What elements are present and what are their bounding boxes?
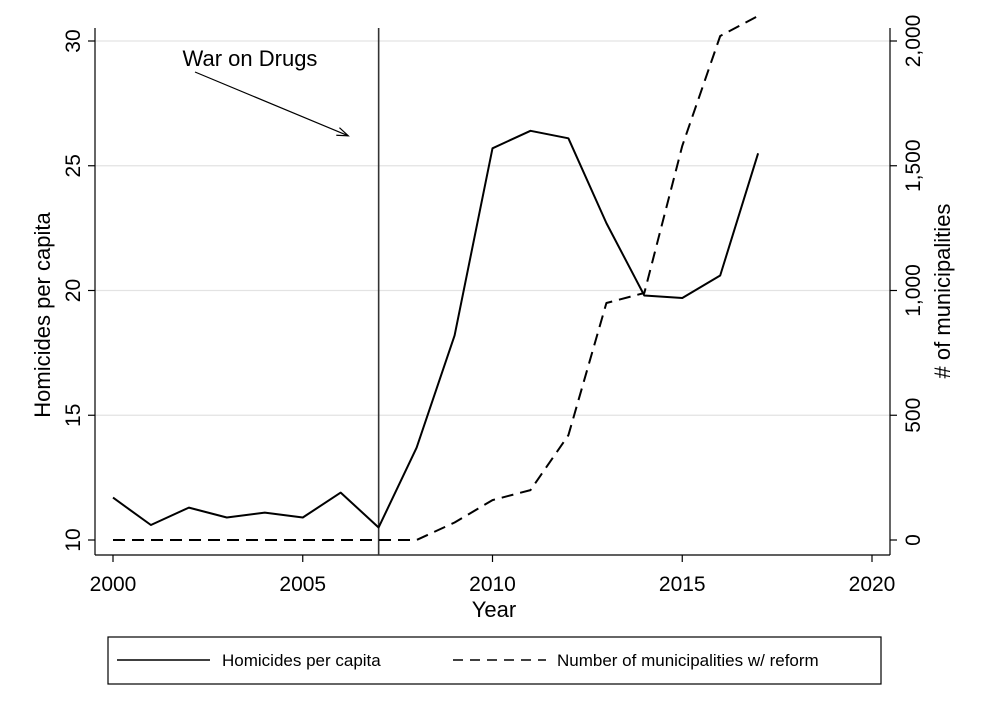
y-tick-label-15: 15 [62, 404, 85, 427]
series-line-homicides [112, 129, 760, 529]
plot-frame [94, 28, 891, 556]
legend-label-homicides: Homicides per capita [222, 651, 381, 670]
annotation-arrow-line [194, 71, 349, 137]
y2-tick-label-500: 500 [902, 398, 925, 433]
y2-tick-label-0: 0 [902, 534, 925, 546]
y2-tick-label-1,000: 1,000 [902, 264, 925, 317]
y2-axis-title: # of municipalities [930, 204, 955, 379]
axes: 10 15 20 25 30 0 500 1,000 1,500 2,000 2000 2005 201… [62, 15, 925, 596]
legend: Homicides per capita Number of municipal… [107, 636, 882, 685]
y-tick-label-10: 10 [62, 528, 85, 551]
legend-label-municipalities: Number of municipalities w/ reform [557, 651, 819, 670]
series-line-municipalities [113, 15, 759, 541]
y-tick-label-30: 30 [62, 29, 85, 52]
annotation-text: War on Drugs [183, 46, 318, 71]
y-axis-title: Homicides per capita [30, 212, 55, 418]
x-tick-label-2000: 2000 [90, 573, 137, 596]
y2-tick-label-2,000: 2,000 [902, 15, 925, 68]
x-tick-label-2015: 2015 [659, 573, 706, 596]
series-lines [112, 15, 760, 541]
y-tick-label-25: 25 [62, 154, 85, 177]
x-tick-label-2020: 2020 [849, 573, 896, 596]
x-tick-label-2005: 2005 [279, 573, 326, 596]
annotation-layer [194, 71, 350, 137]
y-tick-label-20: 20 [62, 279, 85, 302]
gridlines [95, 40, 890, 416]
x-tick-label-2010: 2010 [469, 573, 516, 596]
annotation-arrow-head [336, 127, 350, 137]
y2-tick-label-1,500: 1,500 [902, 139, 925, 192]
x-axis-title: Year [472, 597, 516, 622]
